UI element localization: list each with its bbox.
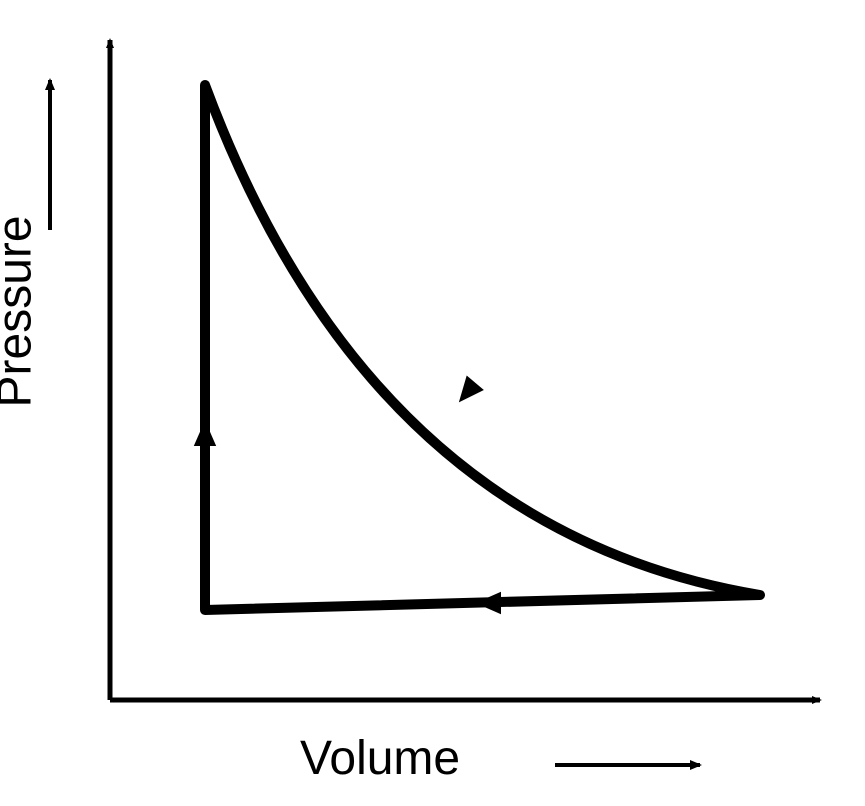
pv-diagram-container: Pressure Volume — [0, 0, 865, 806]
x-axis-text: Volume — [300, 731, 460, 786]
thermodynamic-cycle — [205, 85, 760, 610]
pv-diagram-svg — [0, 0, 865, 806]
x-axis-label: Volume — [300, 731, 460, 786]
direction-arrows — [194, 376, 501, 615]
axis-label-arrows — [50, 80, 700, 765]
y-axis-text: Pressure — [0, 215, 43, 407]
y-axis-label: Pressure — [0, 215, 43, 407]
